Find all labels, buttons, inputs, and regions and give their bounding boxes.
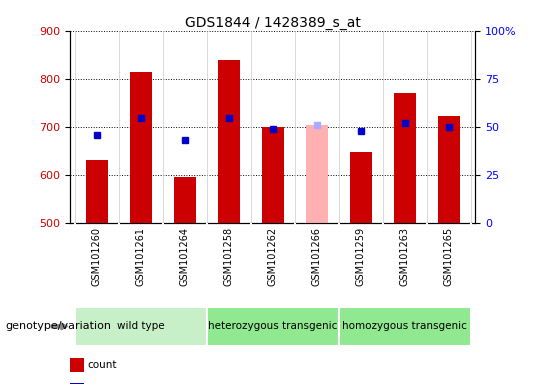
Text: GSM101262: GSM101262 [268, 227, 278, 286]
Bar [306, 125, 328, 223]
Text: GSM101264: GSM101264 [180, 227, 190, 286]
Text: GSM101265: GSM101265 [444, 227, 454, 286]
Bar [130, 71, 152, 223]
Bar [438, 116, 460, 223]
Bar [86, 161, 107, 223]
Bar [262, 127, 284, 223]
Bar [207, 307, 339, 346]
Text: heterozygous transgenic: heterozygous transgenic [208, 321, 338, 331]
Bar [75, 307, 207, 346]
Text: GSM101263: GSM101263 [400, 227, 410, 286]
Title: GDS1844 / 1428389_s_at: GDS1844 / 1428389_s_at [185, 16, 361, 30]
Text: GSM101258: GSM101258 [224, 227, 234, 286]
Text: homozygous transgenic: homozygous transgenic [342, 321, 467, 331]
Bar [339, 307, 471, 346]
Bar [350, 152, 372, 223]
Text: GSM101260: GSM101260 [92, 227, 102, 286]
Text: GSM101259: GSM101259 [356, 227, 366, 286]
Bar [174, 177, 195, 223]
Text: wild type: wild type [117, 321, 165, 331]
Text: GSM101266: GSM101266 [312, 227, 322, 286]
Bar [394, 93, 416, 223]
Text: genotype/variation: genotype/variation [5, 321, 111, 331]
Text: count: count [87, 360, 117, 370]
Bar [218, 60, 240, 223]
Text: GSM101261: GSM101261 [136, 227, 146, 286]
